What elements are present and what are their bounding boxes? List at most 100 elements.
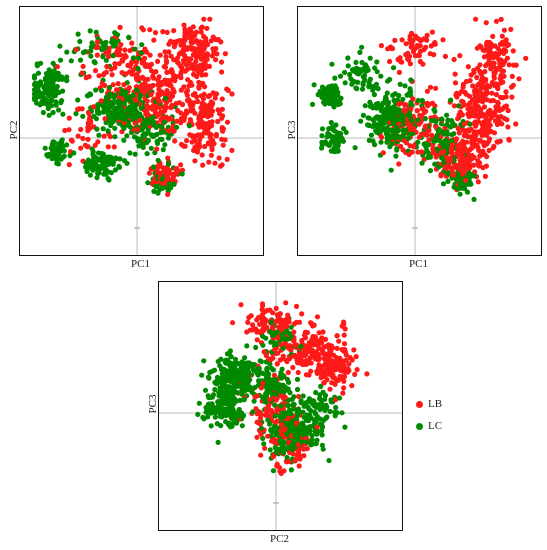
scatter-point-lb bbox=[452, 71, 458, 77]
scatter-point-lb bbox=[73, 46, 79, 53]
scatter-point-lb bbox=[490, 33, 496, 39]
scatter-point-lc bbox=[98, 88, 105, 94]
scatter-point-lb bbox=[201, 16, 207, 22]
scatter-point-lc bbox=[379, 124, 385, 130]
scatter-point-lb bbox=[193, 47, 199, 53]
scatter-point-lb bbox=[198, 132, 204, 138]
scatter-point-lc bbox=[129, 105, 135, 111]
scatter-point-lb bbox=[501, 27, 507, 33]
scatter-point-lc bbox=[272, 377, 278, 383]
scatter-point-lb bbox=[279, 321, 285, 327]
scatter-point-lb bbox=[421, 47, 427, 53]
scatter-point-lc bbox=[431, 107, 437, 113]
scatter-point-lb bbox=[96, 73, 102, 79]
scatter-point-lb bbox=[196, 144, 203, 150]
scatter-point-lb bbox=[200, 162, 206, 168]
scatter-point-lb bbox=[479, 91, 486, 97]
scatter-point-lb bbox=[100, 72, 107, 78]
scatter-point-lb bbox=[66, 127, 72, 133]
scatter-point-lb bbox=[401, 138, 407, 144]
scatter-point-lc bbox=[84, 168, 90, 174]
scatter-point-lb bbox=[98, 98, 104, 104]
scatter-point-lc bbox=[397, 81, 403, 87]
scatter-point-lb bbox=[197, 117, 203, 123]
scatter-point-lc bbox=[45, 105, 51, 112]
scatter-point-lb bbox=[80, 63, 86, 69]
scatter-point-lc bbox=[328, 397, 334, 403]
scatter-point-lc bbox=[267, 361, 273, 367]
scatter-point-lc bbox=[267, 421, 273, 427]
scatter-point-lc bbox=[122, 113, 128, 120]
scatter-point-lb bbox=[268, 357, 274, 363]
scatter-point-lc bbox=[393, 124, 399, 131]
scatter-point-lb bbox=[213, 57, 219, 63]
scatter-point-lb bbox=[472, 169, 478, 175]
scatter-point-lc bbox=[384, 107, 390, 113]
scatter-point-lb bbox=[259, 307, 265, 313]
scatter-point-lc bbox=[223, 387, 229, 393]
scatter-point-lc bbox=[148, 132, 154, 138]
scatter-point-lb bbox=[491, 75, 497, 81]
scatter-point-lc bbox=[75, 31, 81, 37]
scatter-point-lb bbox=[92, 68, 99, 74]
scatter-point-lc bbox=[365, 66, 371, 72]
scatter-point-lc bbox=[277, 438, 283, 444]
scatter-point-lb bbox=[93, 45, 99, 51]
scatter-point-lc bbox=[378, 139, 384, 145]
scatter-point-lb bbox=[279, 432, 285, 438]
scatter-point-lc bbox=[132, 134, 138, 140]
scatter-point-lb bbox=[159, 80, 165, 86]
scatter-point-lc bbox=[320, 446, 326, 452]
scatter-point-lb bbox=[479, 132, 485, 138]
scatter-point-lc bbox=[339, 410, 345, 416]
scatter-point-lc bbox=[136, 143, 142, 149]
scatter-point-lc bbox=[390, 65, 397, 71]
scatter-point-lc bbox=[73, 111, 79, 117]
scatter-point-lc bbox=[296, 406, 302, 412]
scatter-point-lb bbox=[509, 94, 515, 100]
scatter-point-lb bbox=[523, 55, 529, 61]
scatter-point-lb bbox=[273, 419, 279, 425]
scatter-point-lb bbox=[506, 42, 512, 48]
scatter-point-lc bbox=[298, 398, 304, 404]
scatter-point-lb bbox=[216, 155, 222, 161]
scatter-point-lb bbox=[122, 47, 128, 53]
scatter-point-lb bbox=[483, 20, 489, 26]
scatter-point-lb bbox=[325, 365, 331, 371]
scatter-point-lb bbox=[238, 302, 244, 308]
scatter-point-lb bbox=[283, 300, 289, 306]
scatter-point-lb bbox=[419, 149, 425, 155]
scatter-point-lc bbox=[471, 173, 477, 179]
scatter-point-lb bbox=[477, 62, 483, 68]
scatter-point-lc bbox=[238, 410, 245, 416]
scatter-point-lb bbox=[247, 327, 253, 333]
scatter-point-lb bbox=[278, 470, 284, 476]
scatter-point-lb bbox=[215, 118, 221, 125]
scatter-point-lc bbox=[352, 145, 358, 151]
scatter-point-lc bbox=[186, 123, 192, 129]
scatter-point-lc bbox=[281, 410, 287, 417]
scatter-point-lb bbox=[210, 46, 216, 52]
scatter-point-lb bbox=[144, 49, 150, 55]
scatter-point-lc bbox=[71, 150, 77, 156]
scatter-point-lb bbox=[314, 424, 320, 430]
scatter-point-lb bbox=[414, 108, 420, 114]
scatter-point-lb bbox=[346, 361, 352, 367]
scatter-point-lb bbox=[459, 98, 465, 104]
scatter-point-lb bbox=[147, 52, 153, 58]
scatter-point-lb bbox=[308, 368, 314, 374]
scatter-point-lc bbox=[150, 164, 157, 170]
scatter-point-lb bbox=[270, 324, 276, 330]
scatter-point-lb bbox=[219, 96, 225, 102]
scatter-point-lb bbox=[272, 346, 278, 353]
scatter-point-lb bbox=[470, 144, 476, 150]
scatter-point-lb bbox=[178, 110, 184, 116]
scatter-point-lb bbox=[213, 133, 219, 139]
scatter-point-lc bbox=[106, 161, 112, 167]
scatter-point-lb bbox=[112, 65, 118, 71]
scatter-point-lc bbox=[264, 392, 270, 398]
scatter-point-lb bbox=[107, 134, 113, 140]
scatter-point-lb bbox=[280, 395, 286, 401]
scatter-point-lb bbox=[198, 29, 204, 35]
scatter-point-lb bbox=[433, 85, 439, 91]
